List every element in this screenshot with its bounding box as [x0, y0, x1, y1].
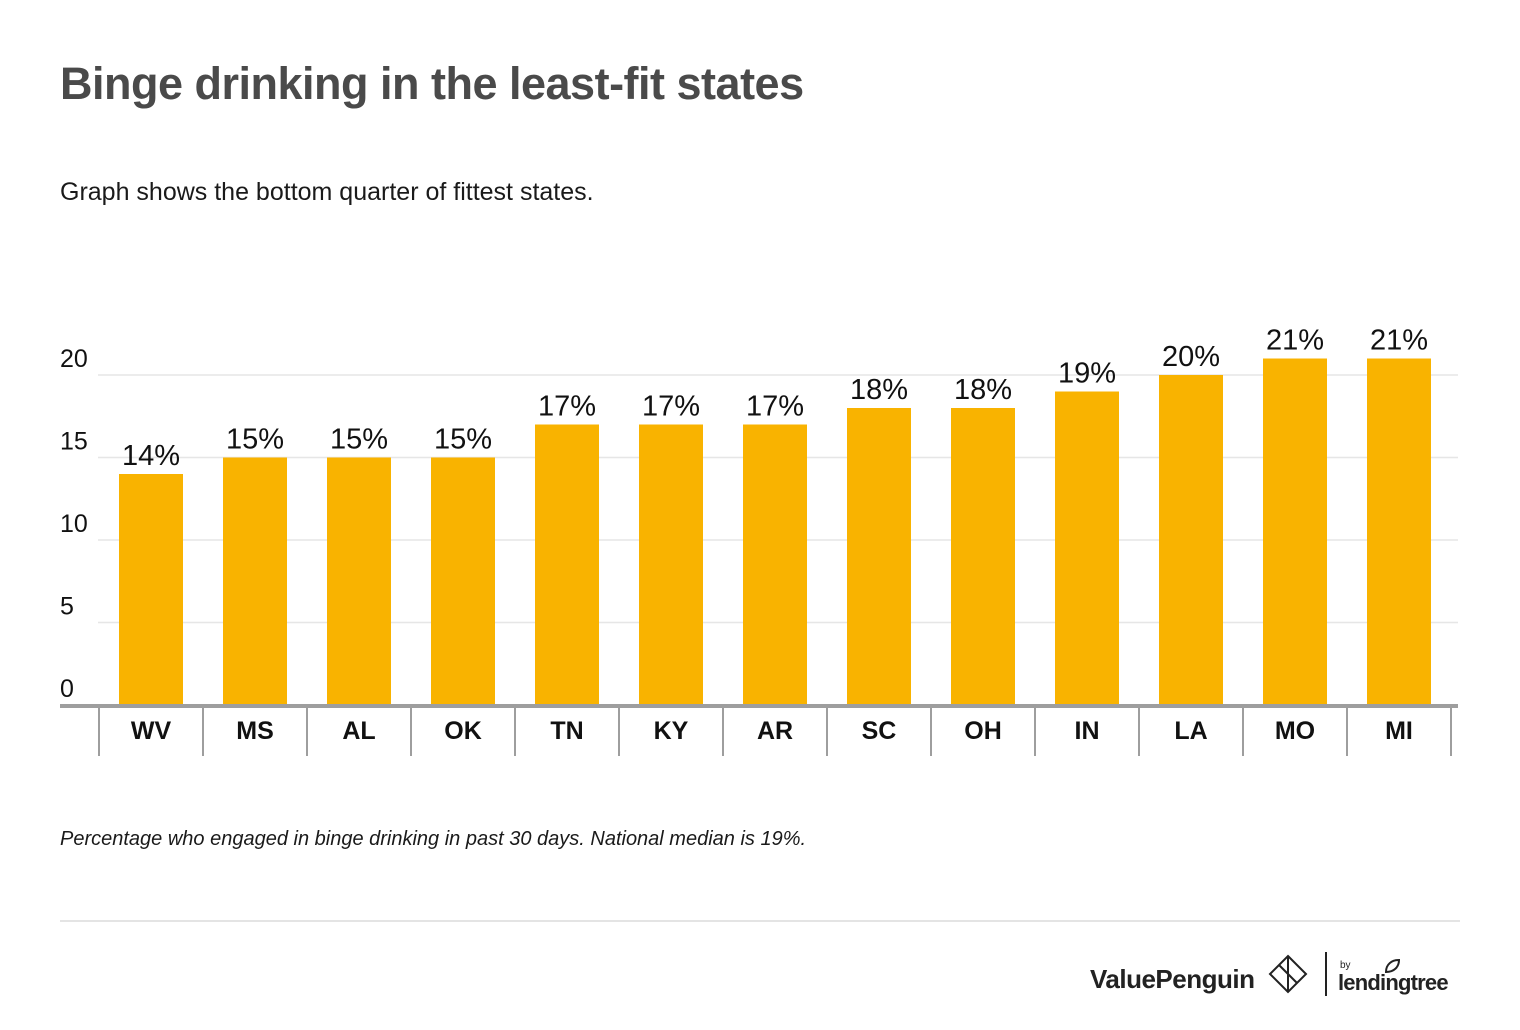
x-tick-label: WV — [131, 717, 172, 745]
data-label: 15% — [226, 424, 284, 456]
bar-chart: 0 5 10 15 20 14% 15% 15% 15% 17% 17% 17% 18% 18% 19% 2… — [60, 325, 1458, 756]
bar-ky — [639, 424, 703, 705]
x-tick-label: SC — [862, 717, 897, 745]
x-tick-label: OH — [964, 717, 1002, 745]
data-labels: 14% 15% 15% 15% 17% 17% 17% 18% 18% 19% 20% 21% 21% — [122, 325, 1428, 473]
bars — [119, 358, 1431, 705]
lendingtree-leaf-icon — [1384, 958, 1400, 974]
x-tick-label: MS — [236, 717, 274, 745]
data-label: 20% — [1162, 341, 1220, 373]
x-axis-ticks: WV MS AL OK TN KY AR SC OH IN LA MO MI — [131, 717, 1413, 745]
y-tick-label: 5 — [60, 593, 74, 621]
data-label: 15% — [434, 424, 492, 456]
data-label: 14% — [122, 440, 180, 472]
data-label: 18% — [850, 374, 908, 406]
x-tick-label: OK — [444, 717, 482, 745]
chart-footnote: Percentage who engaged in binge drinking… — [60, 828, 807, 850]
logo-separator — [1325, 952, 1327, 996]
data-label: 15% — [330, 424, 388, 456]
bar-al — [327, 457, 391, 705]
x-tick-label: AL — [342, 717, 375, 745]
x-tick-label: KY — [654, 717, 689, 745]
lendingtree-logo: by lendingtree — [1338, 952, 1463, 998]
x-tick-label: TN — [550, 717, 583, 745]
bar-sc — [847, 408, 911, 705]
bar-oh — [951, 408, 1015, 705]
bar-ms — [223, 457, 287, 705]
x-tick-label: MO — [1275, 717, 1315, 745]
lendingtree-wordmark: lendingtree — [1338, 970, 1449, 995]
valuepenguin-logo-icon — [1268, 954, 1308, 994]
y-tick-label: 10 — [60, 510, 88, 538]
x-axis — [60, 704, 1458, 756]
footer-divider — [60, 920, 1460, 922]
x-tick-label: IN — [1075, 717, 1100, 745]
valuepenguin-logo: ValuePenguin — [1090, 952, 1315, 998]
data-label: 18% — [954, 374, 1012, 406]
data-label: 21% — [1266, 325, 1324, 357]
lendingtree-by: by — [1340, 960, 1351, 971]
data-label: 17% — [538, 391, 596, 423]
data-label: 17% — [746, 391, 804, 423]
bar-la — [1159, 375, 1223, 705]
bar-mi — [1367, 358, 1431, 705]
x-tick-label: AR — [757, 717, 793, 745]
y-tick-label: 0 — [60, 675, 74, 703]
chart-subtitle: Graph shows the bottom quarter of fittes… — [60, 178, 594, 206]
valuepenguin-wordmark: ValuePenguin — [1090, 964, 1255, 994]
y-tick-label: 15 — [60, 428, 88, 456]
y-axis-ticks: 0 5 10 15 20 — [60, 345, 88, 703]
data-label: 17% — [642, 391, 700, 423]
bar-ar — [743, 424, 807, 705]
bar-wv — [119, 474, 183, 705]
bar-mo — [1263, 358, 1327, 705]
data-label: 19% — [1058, 358, 1116, 390]
chart-title: Binge drinking in the least-fit states — [60, 58, 804, 109]
bar-ok — [431, 457, 495, 705]
bar-tn — [535, 424, 599, 705]
x-tick-label: MI — [1385, 717, 1413, 745]
x-tick-label: LA — [1174, 717, 1207, 745]
bar-in — [1055, 391, 1119, 705]
y-tick-label: 20 — [60, 345, 88, 373]
data-label: 21% — [1370, 325, 1428, 357]
